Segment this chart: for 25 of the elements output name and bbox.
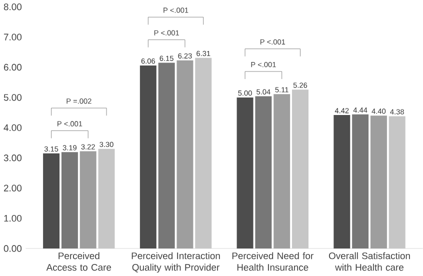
bar (236, 97, 254, 248)
y-tick-label: 5.00 (4, 94, 22, 101)
y-tick-label: 0.00 (4, 245, 22, 252)
y-tick-label: 1.00 (4, 214, 22, 222)
y-tick-label: 2.00 (4, 184, 22, 192)
y-tick-label: 7.00 (4, 34, 22, 40)
bar (43, 153, 60, 248)
x-tick-label: Perceived Interaction Quality with Provider (132, 252, 220, 273)
bar (334, 114, 350, 248)
bar (140, 65, 156, 248)
bar (158, 62, 175, 248)
y-tick-label: 6.00 (4, 64, 22, 71)
bar (176, 60, 194, 248)
x-tick-label: Perceived Need for Health Insurance (232, 252, 314, 271)
bar (80, 151, 96, 248)
x-tick-label: Perceived Access to Care (46, 252, 112, 271)
bar (274, 94, 290, 248)
bar (352, 114, 369, 248)
y-tick-label: 3.00 (4, 154, 22, 162)
x-tick-label: Overall Satisfaction with Health care (328, 252, 410, 271)
bar (61, 152, 78, 248)
y-tick-label: 8.00 (4, 3, 22, 10)
bar (255, 96, 272, 248)
bar (370, 116, 387, 248)
y-tick-label: 4.00 (4, 124, 22, 131)
